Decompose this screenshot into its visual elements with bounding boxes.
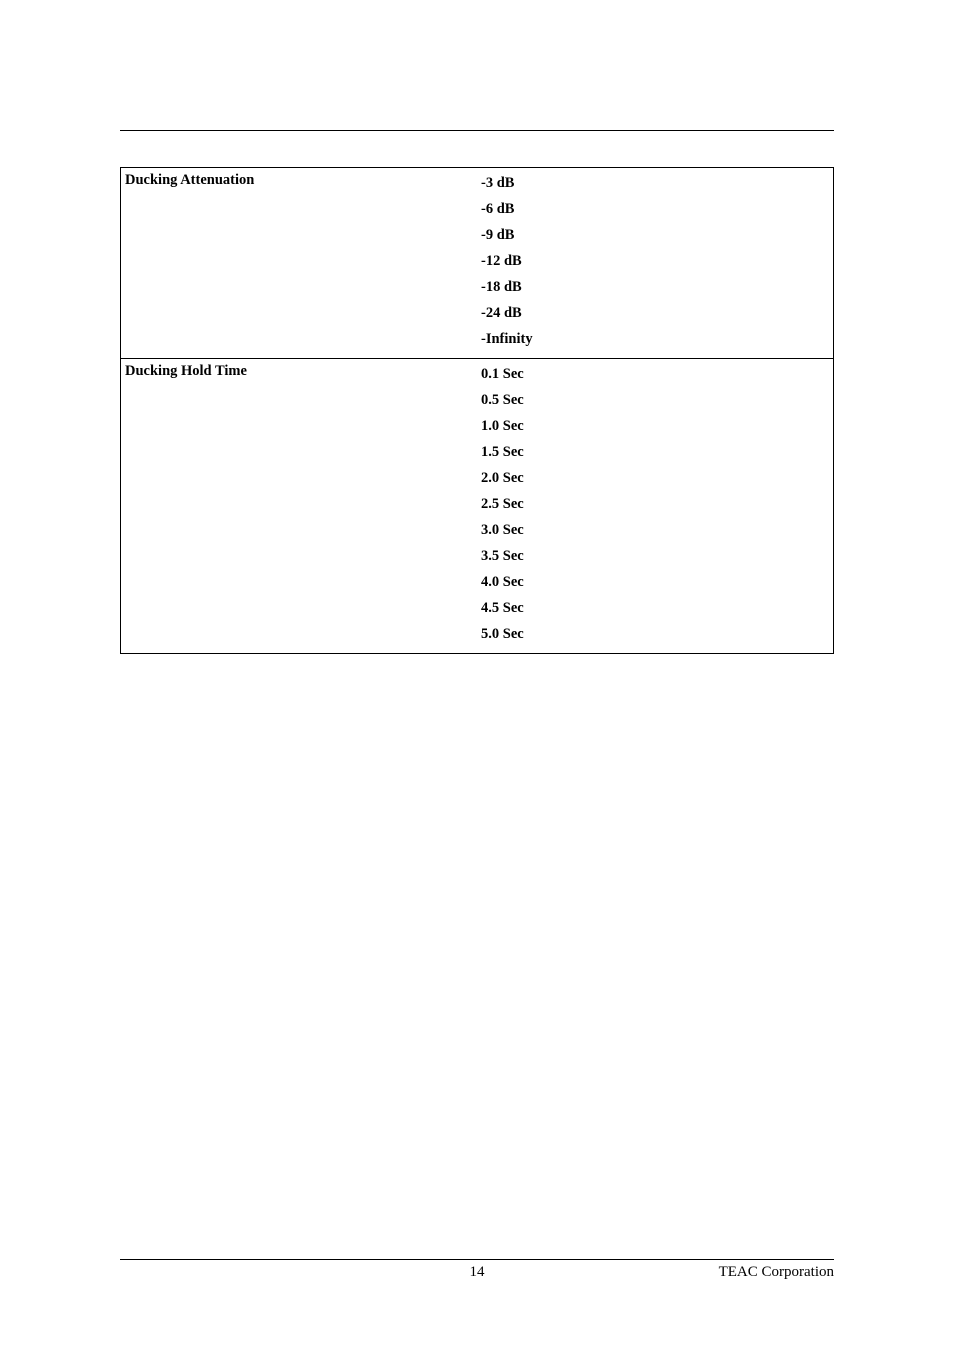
value-item: -Infinity — [481, 328, 829, 354]
table-row: Ducking Attenuation -3 dB -6 dB -9 dB -1… — [121, 168, 834, 359]
row-label: Ducking Attenuation — [121, 168, 478, 359]
page-number: 14 — [235, 1264, 718, 1281]
footer-row: TEAC Corporation 14 TEAC Corporation — [120, 1264, 834, 1281]
row-label: Ducking Hold Time — [121, 359, 478, 654]
value-item: 1.0 Sec — [481, 415, 829, 441]
table-row: Ducking Hold Time 0.1 Sec 0.5 Sec 1.0 Se… — [121, 359, 834, 654]
value-item: -6 dB — [481, 198, 829, 224]
value-item: 4.5 Sec — [481, 597, 829, 623]
footer-horizontal-rule — [120, 1259, 834, 1260]
value-item: 1.5 Sec — [481, 441, 829, 467]
value-item: 2.0 Sec — [481, 467, 829, 493]
row-values: 0.1 Sec 0.5 Sec 1.0 Sec 1.5 Sec 2.0 Sec … — [477, 359, 834, 654]
footer-company: TEAC Corporation — [719, 1264, 834, 1281]
value-item: 2.5 Sec — [481, 493, 829, 519]
value-item: -18 dB — [481, 276, 829, 302]
value-item: 4.0 Sec — [481, 571, 829, 597]
page-footer: TEAC Corporation 14 TEAC Corporation — [120, 1259, 834, 1281]
value-item: -24 dB — [481, 302, 829, 328]
row-values: -3 dB -6 dB -9 dB -12 dB -18 dB -24 dB -… — [477, 168, 834, 359]
value-item: -9 dB — [481, 224, 829, 250]
value-item: 0.1 Sec — [481, 363, 829, 389]
value-item: 5.0 Sec — [481, 623, 829, 649]
value-item: -3 dB — [481, 172, 829, 198]
value-item: 0.5 Sec — [481, 389, 829, 415]
spec-table: Ducking Attenuation -3 dB -6 dB -9 dB -1… — [120, 167, 834, 654]
value-item: 3.0 Sec — [481, 519, 829, 545]
value-item: -12 dB — [481, 250, 829, 276]
page: Ducking Attenuation -3 dB -6 dB -9 dB -1… — [0, 0, 954, 1351]
top-horizontal-rule — [120, 130, 834, 131]
value-item: 3.5 Sec — [481, 545, 829, 571]
